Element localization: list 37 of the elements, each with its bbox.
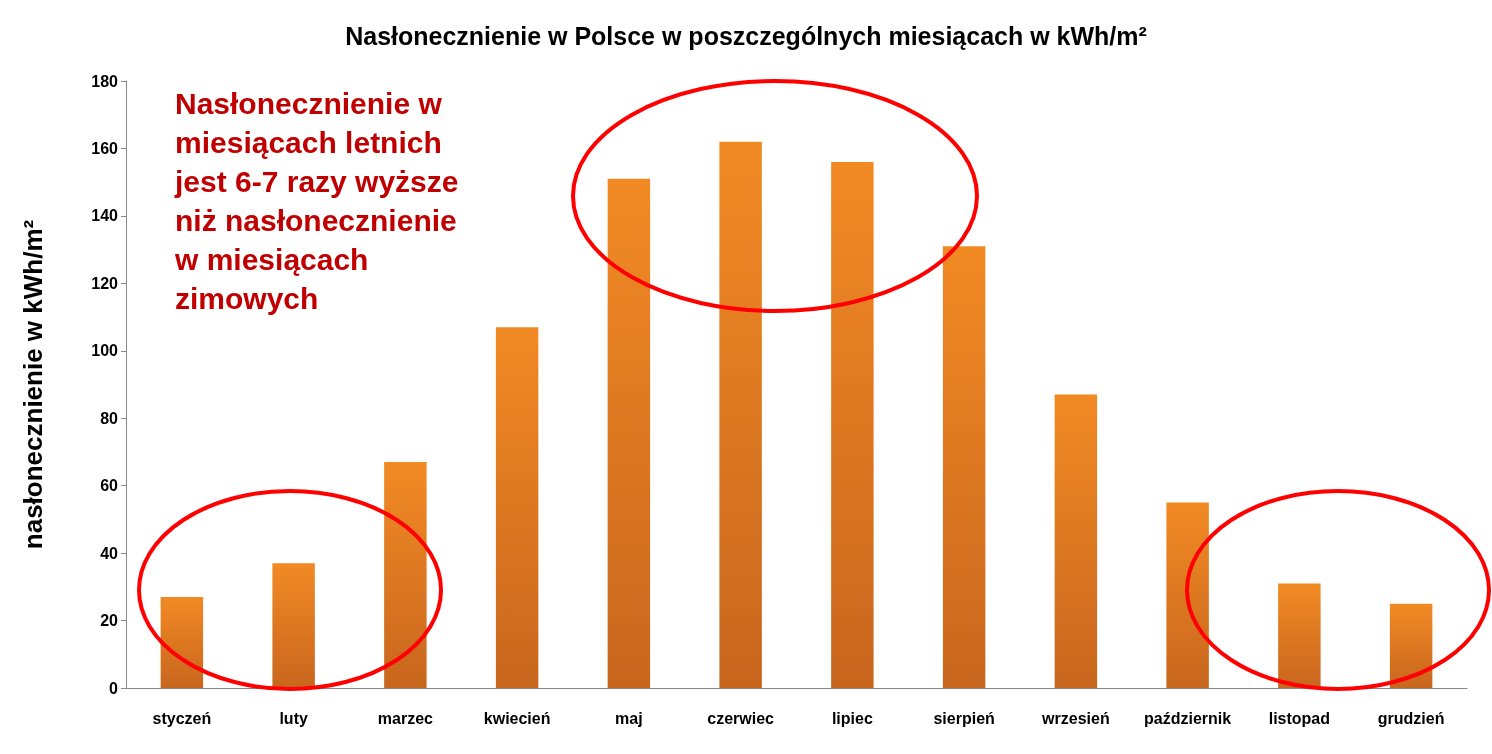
bar (607, 178, 651, 688)
bar (384, 462, 427, 688)
bar (831, 161, 874, 688)
x-tick-label: styczeń (152, 709, 212, 727)
y-tick-label: 0 (109, 679, 119, 697)
x-tick-label: luty (279, 709, 308, 727)
chart-title: Nasłonecznienie w Polsce w poszczególnych miesiącach w kWh/m² (345, 21, 1147, 50)
bar (719, 141, 762, 688)
bar (1054, 394, 1098, 688)
y-tick-label: 80 (100, 409, 119, 427)
x-tick-label: listopad (1268, 709, 1331, 727)
bar (1389, 603, 1433, 688)
y-tick-label: 120 (91, 274, 119, 292)
bar (160, 596, 204, 688)
bar (1166, 502, 1209, 688)
x-tick-label: grudzień (1377, 709, 1445, 727)
y-tick-label: 60 (100, 477, 119, 495)
x-tick-label: sierpień (933, 709, 995, 727)
bar (495, 327, 539, 688)
y-tick-label: 160 (91, 139, 119, 157)
bar (272, 563, 315, 688)
y-tick-label: 20 (100, 612, 119, 630)
y-tick-label: 180 (91, 72, 119, 90)
x-tick-label: wrzesień (1041, 709, 1110, 727)
x-tick-label: lipiec (831, 709, 873, 727)
bar (1278, 583, 1321, 688)
y-tick-label: 100 (91, 342, 119, 360)
x-tick-label: kwiecień (483, 709, 551, 727)
x-tick-label: czerwiec (707, 709, 775, 727)
annotation: Nasłonecznienie w miesiącach letnich jest 6-7 razy wyższe niż nasłonecznienie w miesiącach zimowych (174, 87, 459, 315)
x-tick-label: październik (1144, 709, 1232, 727)
y-tick-label: 40 (100, 544, 119, 562)
y-tick-label: 140 (91, 207, 119, 225)
bar (942, 246, 986, 688)
x-tick-label: marzec (377, 709, 434, 727)
y-axis-title: nasłonecznienie w kWh/m² (18, 219, 48, 550)
x-tick-label: maj (615, 709, 643, 727)
